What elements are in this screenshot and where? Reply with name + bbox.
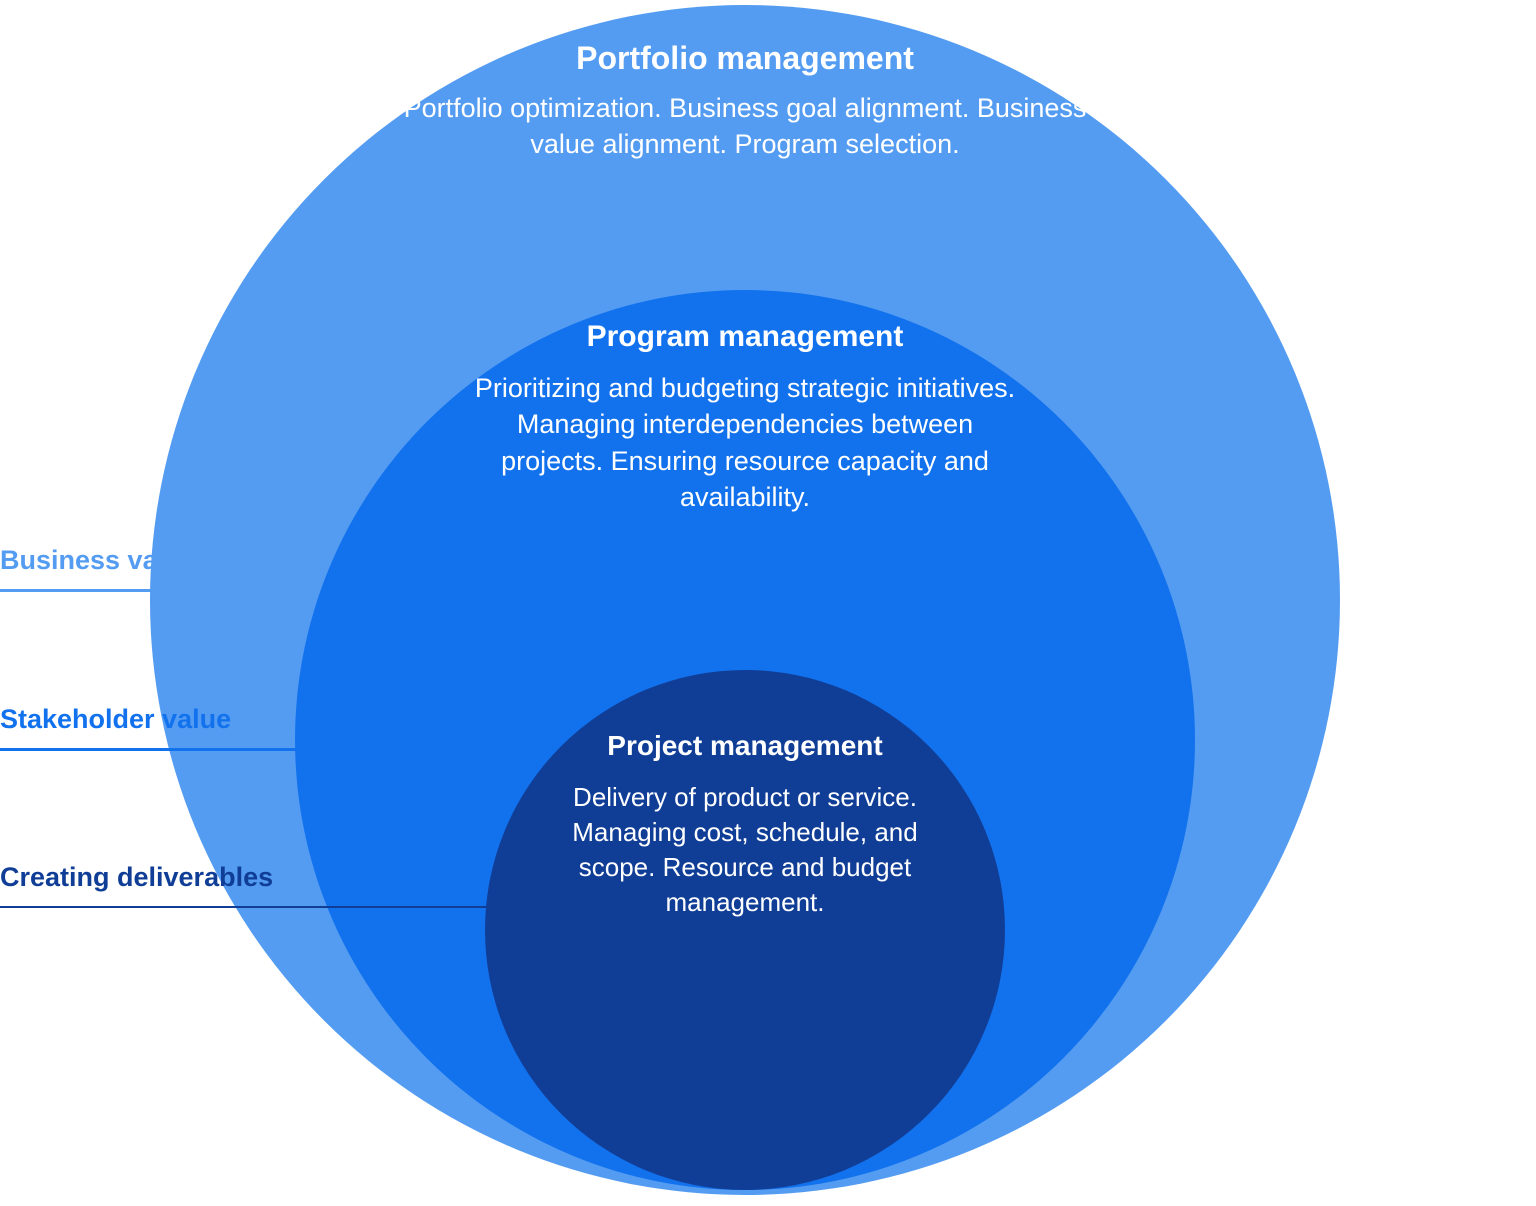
label-business-value: Business value [0, 545, 197, 576]
nested-circle-diagram: Portfolio management Portfolio optimizat… [0, 0, 1536, 1206]
label-creating-deliverables: Creating deliverables [0, 862, 273, 893]
line-stakeholder-value [0, 748, 320, 751]
project-desc: Delivery of product or service. Managing… [560, 780, 930, 920]
program-desc: Prioritizing and budgeting strategic ini… [465, 370, 1025, 516]
line-creating-deliverables [0, 906, 510, 908]
portfolio-title: Portfolio management [385, 40, 1105, 77]
program-title: Program management [465, 320, 1025, 354]
project-title: Project management [560, 730, 930, 762]
circle-project: Project management Delivery of product o… [485, 670, 1005, 1190]
label-stakeholder-value: Stakeholder value [0, 704, 231, 735]
portfolio-desc: Portfolio optimization. Business goal al… [385, 90, 1105, 163]
line-business-value [0, 589, 220, 592]
